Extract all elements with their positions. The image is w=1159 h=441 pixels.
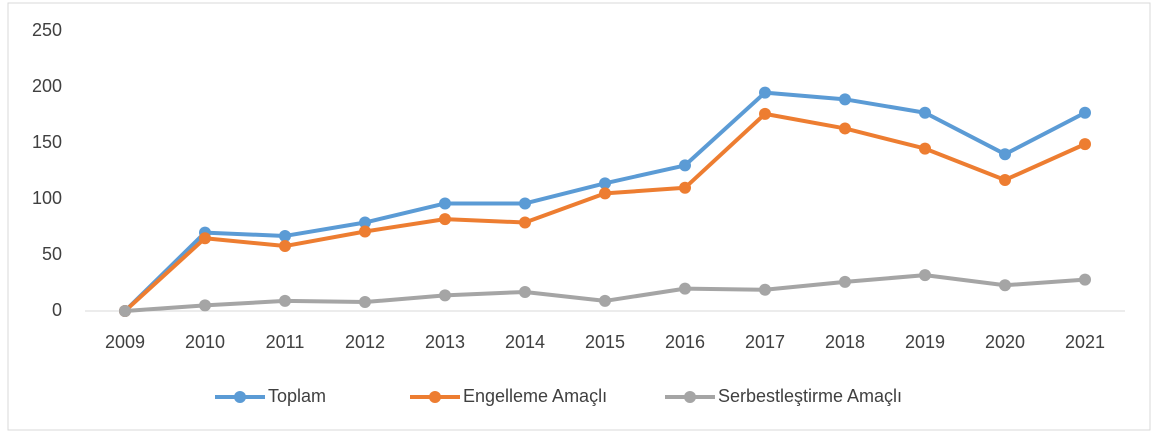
data-point xyxy=(519,216,531,229)
x-tick-label: 2020 xyxy=(985,332,1025,352)
x-tick-label: 2018 xyxy=(825,332,865,352)
x-tick-label: 2013 xyxy=(425,332,465,352)
data-point xyxy=(199,299,211,312)
legend-marker xyxy=(234,391,246,403)
data-point xyxy=(359,216,371,229)
x-tick-label: 2011 xyxy=(266,332,305,352)
y-tick-label: 50 xyxy=(42,244,62,264)
x-tick-label: 2015 xyxy=(585,332,625,352)
data-point xyxy=(919,269,931,282)
y-tick-label: 100 xyxy=(32,188,62,208)
data-point xyxy=(199,232,211,245)
data-point xyxy=(679,282,691,295)
data-point xyxy=(759,107,771,120)
data-point xyxy=(439,213,451,226)
chart-frame xyxy=(7,2,1151,431)
x-tick-label: 2016 xyxy=(665,332,705,352)
data-point xyxy=(599,177,611,190)
data-point xyxy=(519,285,531,298)
data-point xyxy=(599,187,611,200)
data-point xyxy=(439,289,451,302)
data-point xyxy=(999,148,1011,161)
data-point xyxy=(679,159,691,172)
data-point xyxy=(359,225,371,238)
data-point xyxy=(279,240,291,253)
data-point xyxy=(839,275,851,288)
data-point xyxy=(919,106,931,119)
x-tick-label: 2012 xyxy=(345,332,385,352)
data-point xyxy=(759,86,771,99)
data-point xyxy=(279,229,291,242)
data-point xyxy=(999,173,1011,186)
y-tick-label: 150 xyxy=(32,132,62,152)
data-point xyxy=(119,305,131,317)
data-point xyxy=(599,294,611,307)
x-tick-label: 2009 xyxy=(105,332,145,352)
y-tick-label: 250 xyxy=(32,20,62,40)
x-tick-label: 2019 xyxy=(905,332,945,352)
data-point xyxy=(279,294,291,307)
data-point xyxy=(919,142,931,155)
data-point xyxy=(1079,273,1091,286)
data-point xyxy=(679,181,691,194)
data-point xyxy=(359,296,371,309)
y-tick-label: 200 xyxy=(32,76,62,96)
data-point xyxy=(759,283,771,296)
data-point xyxy=(839,122,851,135)
data-point xyxy=(439,197,451,210)
legend-marker xyxy=(684,391,696,403)
x-tick-label: 2014 xyxy=(505,332,545,352)
legend-label: Toplam xyxy=(268,386,326,406)
legend-label: Serbestleştirme Amaçlı xyxy=(718,386,902,406)
x-tick-label: 2017 xyxy=(745,332,785,352)
legend-label: Engelleme Amaçlı xyxy=(463,386,607,406)
x-tick-label: 2010 xyxy=(185,332,225,352)
x-tick-label: 2021 xyxy=(1065,332,1105,352)
data-point xyxy=(519,197,531,210)
data-point xyxy=(1079,138,1091,151)
data-point xyxy=(839,93,851,106)
legend-marker xyxy=(429,391,441,403)
data-point xyxy=(1079,106,1091,119)
data-point xyxy=(999,279,1011,292)
y-tick-label: 0 xyxy=(52,300,62,320)
